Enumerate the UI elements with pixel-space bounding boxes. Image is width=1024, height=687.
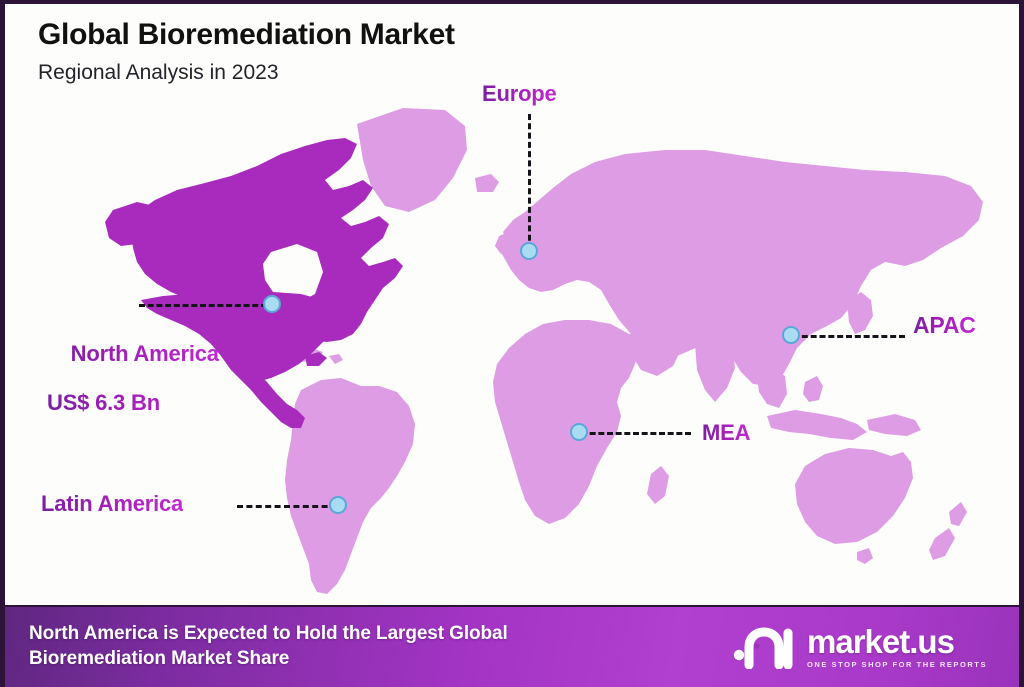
map-marker-europe[interactable] <box>520 242 538 260</box>
region-usa <box>141 292 335 382</box>
region-india <box>695 340 735 402</box>
region-label-apac: APAC <box>913 312 976 338</box>
world-map <box>5 4 1019 609</box>
region-philippines <box>803 376 823 402</box>
region-new-zealand <box>929 502 967 560</box>
region-mexico-central-america <box>221 356 305 428</box>
leader-line-europe <box>528 114 531 250</box>
region-hudson-bay <box>263 244 323 304</box>
region-value-north-america: US$ 6.3 Bn <box>47 389 160 415</box>
world-map-svg <box>105 108 983 594</box>
page-subtitle: Regional Analysis in 2023 <box>38 60 279 84</box>
region-new-guinea <box>867 414 921 436</box>
region-arabia <box>629 330 681 376</box>
region-southeast-asia <box>757 368 787 408</box>
region-greenland <box>357 108 467 212</box>
region-label-europe: Europe <box>482 81 557 106</box>
region-label-latin-america: Latin America <box>41 491 184 516</box>
market-us-logo-icon <box>731 625 795 670</box>
region-alaska <box>105 202 161 246</box>
brand-tagline: ONE STOP SHOP FOR THE REPORTS <box>807 660 987 670</box>
region-caribbean-highlight <box>305 352 327 366</box>
region-iceland <box>475 174 499 192</box>
banner-headline-line2: Bioremediation Market Share <box>29 648 290 669</box>
leader-line-latin-america <box>237 505 337 508</box>
banner-headline-line1: North America is Expected to Hold the La… <box>29 623 508 645</box>
leader-line-apac <box>793 335 905 338</box>
banner-headline: North America is Expected to Hold the La… <box>29 622 508 671</box>
leader-line-north-america <box>139 304 267 307</box>
region-label-north-america-name: North America <box>70 340 219 366</box>
region-australia <box>795 448 913 544</box>
map-base-regions <box>285 108 983 594</box>
region-madagascar <box>647 466 669 504</box>
map-marker-latin-america[interactable] <box>329 496 347 514</box>
map-marker-mea[interactable] <box>570 423 588 441</box>
page-title: Global Bioremediation Market <box>38 18 455 51</box>
brand-logo[interactable]: market.us ONE STOP SHOP FOR THE REPORTS <box>731 625 993 670</box>
region-british-isles <box>495 232 515 254</box>
map-marker-north-america[interactable] <box>263 295 281 313</box>
region-canada <box>131 138 403 342</box>
map-marker-apac[interactable] <box>782 326 800 344</box>
region-eurasia <box>502 150 983 386</box>
region-japan <box>847 292 873 334</box>
region-tasmania <box>857 548 873 564</box>
brand-name: market.us <box>807 623 955 661</box>
region-indonesia <box>767 410 867 440</box>
map-highlight-regions <box>105 138 403 428</box>
brand-logo-text: market.us ONE STOP SHOP FOR THE REPORTS <box>807 625 987 669</box>
leader-line-mea <box>581 432 691 435</box>
region-label-mea: MEA <box>702 420 751 445</box>
region-africa <box>493 320 639 524</box>
bottom-banner: North America is Expected to Hold the La… <box>5 605 1019 687</box>
header: Global Bioremediation Market Regional An… <box>38 18 455 85</box>
region-south-america <box>285 378 415 594</box>
region-label-north-america: North America US$ 6.3 Bn <box>47 317 219 465</box>
